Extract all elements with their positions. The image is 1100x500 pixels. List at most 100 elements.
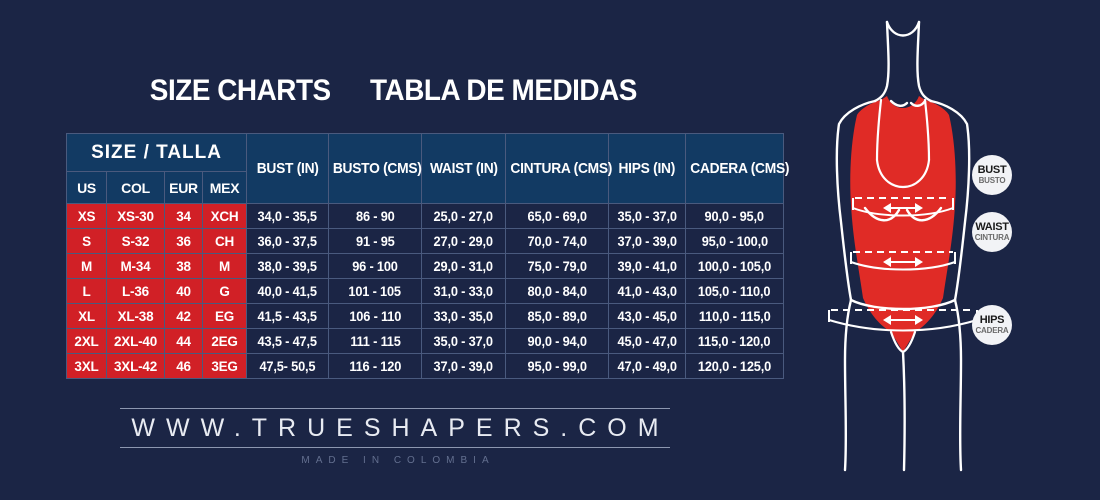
cell-size-col: XS-30 bbox=[106, 203, 165, 229]
cell-cintura-cms: 95,0 - 99,0 bbox=[505, 353, 610, 379]
cell-waist-in: 29,0 - 31,0 bbox=[421, 253, 507, 279]
cell-bust-in: 43,5 - 47,5 bbox=[246, 328, 330, 354]
header-row-subsize: US COL EUR MEX bbox=[66, 171, 784, 204]
cell-bust-in: 47,5- 50,5 bbox=[246, 353, 330, 379]
header-hips-in: HIPS (IN) bbox=[608, 133, 687, 204]
table-row: S S-32 36 CH 36,0 - 37,5 91 - 95 27,0 - … bbox=[66, 228, 785, 254]
cell-busto-cms: 101 - 105 bbox=[328, 278, 423, 304]
website-url-block[interactable]: WWW.TRUESHAPERS.COM bbox=[120, 408, 670, 448]
cell-waist-in: 37,0 - 39,0 bbox=[421, 353, 507, 379]
cell-size-col: L-36 bbox=[106, 278, 165, 304]
cell-busto-cms: 111 - 115 bbox=[328, 328, 423, 354]
cell-hips-in: 41,0 - 43,0 bbox=[608, 278, 687, 304]
cell-waist-in: 25,0 - 27,0 bbox=[421, 203, 507, 229]
cell-size-us: XL bbox=[66, 303, 107, 329]
red-bodysuit-shape bbox=[850, 96, 956, 352]
cell-size-eur: 46 bbox=[164, 353, 203, 379]
cell-size-mex: XCH bbox=[201, 203, 248, 229]
header-row-group: SIZE / TALLA BUST (IN) BUSTO (CMS) WAIST… bbox=[65, 133, 790, 204]
cell-busto-cms: 106 - 110 bbox=[328, 303, 423, 329]
page-title-english: SIZE CHARTS bbox=[150, 74, 331, 107]
cell-size-eur: 36 bbox=[164, 228, 203, 254]
cell-size-mex: M bbox=[201, 253, 248, 279]
cell-size-eur: 40 bbox=[164, 278, 203, 304]
page-title-spanish: TABLA DE MEDIDAS bbox=[369, 74, 637, 107]
table-row: XS XS-30 34 XCH 34,0 - 35,5 86 - 90 25,0… bbox=[66, 203, 785, 229]
badge-bust: BUST BUSTO bbox=[972, 155, 1012, 195]
cell-cadera-cms: 90,0 - 95,0 bbox=[685, 203, 785, 229]
cell-hips-in: 37,0 - 39,0 bbox=[608, 228, 687, 254]
cell-busto-cms: 86 - 90 bbox=[328, 203, 423, 229]
badge-bust-label-en: BUST bbox=[977, 164, 1007, 176]
cell-waist-in: 31,0 - 33,0 bbox=[421, 278, 507, 304]
garment-outline bbox=[875, 98, 931, 354]
cell-cadera-cms: 120,0 - 125,0 bbox=[685, 353, 785, 379]
cell-size-mex: EG bbox=[201, 303, 248, 329]
cell-bust-in: 41,5 - 43,5 bbox=[246, 303, 330, 329]
cell-bust-in: 36,0 - 37,5 bbox=[246, 228, 330, 254]
footer: WWW.TRUESHAPERS.COM MADE IN COLOMBIA bbox=[0, 408, 790, 466]
cell-waist-in: 35,0 - 37,0 bbox=[421, 328, 507, 354]
cell-cadera-cms: 95,0 - 100,0 bbox=[685, 228, 785, 254]
cell-size-col: S-32 bbox=[106, 228, 165, 254]
table-body: XS XS-30 34 XCH 34,0 - 35,5 86 - 90 25,0… bbox=[66, 203, 785, 379]
body-outline bbox=[835, 20, 971, 472]
header-size-eur: EUR bbox=[164, 171, 203, 204]
cell-busto-cms: 91 - 95 bbox=[328, 228, 423, 254]
cell-bust-in: 40,0 - 41,5 bbox=[246, 278, 330, 304]
badge-hips-label-en: HIPS bbox=[979, 314, 1005, 326]
header-bust-in: BUST (IN) bbox=[246, 133, 330, 204]
cell-hips-in: 35,0 - 37,0 bbox=[608, 203, 687, 229]
table-row: XL XL-38 42 EG 41,5 - 43,5 106 - 110 33,… bbox=[66, 303, 785, 329]
cell-size-eur: 44 bbox=[164, 328, 203, 354]
cell-size-eur: 42 bbox=[164, 303, 203, 329]
bust-measure-line bbox=[852, 197, 954, 217]
table-row: M M-34 38 M 38,0 - 39,5 96 - 100 29,0 - … bbox=[66, 253, 785, 279]
cell-size-us: L bbox=[66, 278, 107, 304]
cell-cintura-cms: 80,0 - 84,0 bbox=[505, 278, 610, 304]
cell-cintura-cms: 75,0 - 79,0 bbox=[505, 253, 610, 279]
cell-busto-cms: 96 - 100 bbox=[328, 253, 423, 279]
cell-cadera-cms: 105,0 - 110,0 bbox=[685, 278, 785, 304]
cell-size-us: 2XL bbox=[66, 328, 107, 354]
cell-size-us: 3XL bbox=[66, 353, 107, 379]
website-url[interactable]: WWW.TRUESHAPERS.COM bbox=[131, 414, 670, 442]
cell-size-col: XL-38 bbox=[106, 303, 165, 329]
cell-hips-in: 43,0 - 45,0 bbox=[608, 303, 687, 329]
cell-cintura-cms: 85,0 - 89,0 bbox=[505, 303, 610, 329]
cell-size-mex: 2EG bbox=[201, 328, 248, 354]
cell-hips-in: 45,0 - 47,0 bbox=[608, 328, 687, 354]
waist-measure-line bbox=[850, 251, 956, 271]
badge-waist-label-es: CINTURA bbox=[974, 233, 1010, 242]
table-row: 3XL 3XL-42 46 3EG 47,5- 50,5 116 - 120 3… bbox=[66, 353, 785, 379]
header-busto-cms: BUSTO (CMS) bbox=[328, 133, 423, 204]
page-title: SIZE CHARTS TABLA DE MEDIDAS bbox=[0, 74, 790, 108]
cell-size-eur: 34 bbox=[164, 203, 203, 229]
cell-hips-in: 39,0 - 41,0 bbox=[608, 253, 687, 279]
cell-size-col: M-34 bbox=[106, 253, 165, 279]
header-size-mex: MEX bbox=[201, 171, 248, 204]
cell-cintura-cms: 70,0 - 74,0 bbox=[505, 228, 610, 254]
badge-waist: WAIST CINTURA bbox=[972, 212, 1012, 252]
cell-size-col: 3XL-42 bbox=[106, 353, 165, 379]
cell-size-us: M bbox=[66, 253, 107, 279]
header-cadera-cms: CADERA (CMS) bbox=[685, 133, 790, 204]
header-waist-in: WAIST (IN) bbox=[421, 133, 507, 204]
size-chart-table: SIZE / TALLA BUST (IN) BUSTO (CMS) WAIST… bbox=[65, 133, 790, 379]
cell-size-mex: G bbox=[201, 278, 248, 304]
cell-bust-in: 34,0 - 35,5 bbox=[246, 203, 330, 229]
table-row: 2XL 2XL-40 44 2EG 43,5 - 47,5 111 - 115 … bbox=[66, 328, 785, 354]
cell-size-col: 2XL-40 bbox=[106, 328, 165, 354]
header-size-us: US bbox=[66, 171, 107, 204]
cell-cintura-cms: 65,0 - 69,0 bbox=[505, 203, 610, 229]
cell-busto-cms: 116 - 120 bbox=[328, 353, 423, 379]
cell-size-us: XS bbox=[66, 203, 107, 229]
cell-size-eur: 38 bbox=[164, 253, 203, 279]
table-head: SIZE / TALLA BUST (IN) BUSTO (CMS) WAIST… bbox=[65, 133, 790, 204]
cell-cadera-cms: 115,0 - 120,0 bbox=[685, 328, 785, 354]
female-torso-measurement-diagram bbox=[828, 20, 978, 472]
made-in-tagline: MADE IN COLOMBIA bbox=[301, 455, 495, 466]
badge-hips-label-es: CADERA bbox=[975, 326, 1009, 335]
header-size-col: COL bbox=[106, 171, 165, 204]
cell-bust-in: 38,0 - 39,5 bbox=[246, 253, 330, 279]
